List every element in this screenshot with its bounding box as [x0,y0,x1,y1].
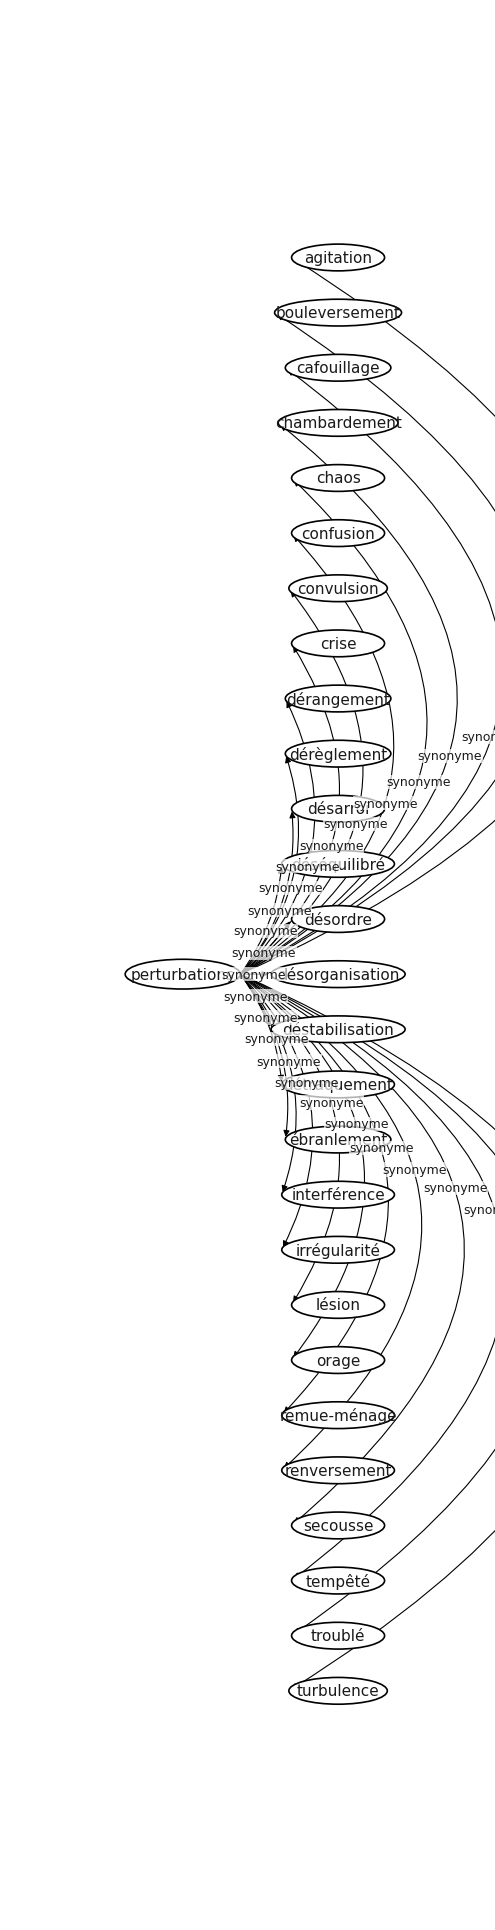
Text: turbulence: turbulence [297,1683,380,1698]
Ellipse shape [292,1291,385,1318]
Ellipse shape [271,1017,405,1042]
Text: crise: crise [320,637,356,652]
Ellipse shape [292,245,385,272]
Text: synonyme: synonyme [233,1011,297,1025]
Text: déstabilisation: déstabilisation [282,1023,394,1036]
Text: lésion: lésion [316,1297,360,1312]
Ellipse shape [125,959,240,990]
Text: synonyme: synonyme [274,1077,338,1090]
Text: synonyme: synonyme [461,731,495,743]
Text: synonyme: synonyme [275,861,340,872]
Ellipse shape [282,1457,395,1484]
Text: synonyme: synonyme [353,797,418,811]
Text: synonyme: synonyme [299,1096,364,1110]
Ellipse shape [292,795,385,822]
Text: synonyme: synonyme [324,1117,389,1131]
Text: déséquilibré: déséquilibré [291,857,385,872]
Text: synonyme: synonyme [417,751,482,762]
Ellipse shape [282,851,395,878]
Text: désordre: désordre [304,913,372,926]
Ellipse shape [282,1071,395,1098]
Ellipse shape [292,1513,385,1538]
Text: secousse: secousse [303,1519,373,1532]
Ellipse shape [285,685,391,712]
Ellipse shape [278,411,398,436]
Text: chambardement: chambardement [275,417,401,430]
Text: troublé: troublé [311,1629,365,1642]
Text: bouleversement: bouleversement [276,307,400,320]
Text: désarroi: désarroi [307,801,369,816]
Ellipse shape [292,465,385,492]
Text: synonyme: synonyme [299,840,364,853]
Text: confusion: confusion [301,527,375,540]
Ellipse shape [282,1401,395,1428]
Ellipse shape [292,1347,385,1374]
Text: dérangement: dérangement [286,691,390,706]
Text: orage: orage [316,1353,360,1368]
Text: détraquement: détraquement [283,1077,393,1092]
Text: tempêté: tempêté [305,1573,371,1588]
Ellipse shape [289,575,387,602]
Text: synonyme: synonyme [386,776,451,789]
Ellipse shape [285,741,391,768]
Ellipse shape [292,907,385,932]
Ellipse shape [292,631,385,658]
Text: synonyme: synonyme [256,1056,321,1067]
Ellipse shape [271,961,405,988]
Text: chaos: chaos [316,471,360,486]
Text: synonyme: synonyme [221,969,286,980]
Text: remue-ménage: remue-ménage [279,1407,397,1424]
Text: perturbations: perturbations [131,967,235,982]
Text: synonyme: synonyme [247,903,311,917]
Ellipse shape [275,299,401,326]
Ellipse shape [292,1623,385,1650]
Text: convulsion: convulsion [297,581,379,596]
Text: synonyme: synonyme [323,818,388,832]
Text: renversement: renversement [284,1463,392,1478]
Text: ébranlement: ébranlement [289,1133,387,1148]
Text: synonyme: synonyme [382,1164,446,1177]
Ellipse shape [285,355,391,382]
Text: dérèglement: dérèglement [289,747,387,762]
Text: synonyme: synonyme [233,924,297,938]
Ellipse shape [282,1181,395,1208]
Text: synonyme: synonyme [464,1202,495,1216]
Ellipse shape [285,1127,391,1154]
Ellipse shape [282,1237,395,1264]
Text: agitation: agitation [304,251,372,266]
Text: synonyme: synonyme [349,1143,414,1154]
Text: synonyme: synonyme [245,1033,309,1046]
Ellipse shape [292,521,385,548]
Text: irrégularité: irrégularité [296,1243,381,1258]
Ellipse shape [289,1677,387,1704]
Text: synonyme: synonyme [423,1181,488,1195]
Text: désorganisation: désorganisation [277,967,399,982]
Text: synonyme: synonyme [232,948,296,959]
Text: interférence: interférence [291,1187,385,1202]
Text: synonyme: synonyme [223,990,288,1004]
Text: cafouillage: cafouillage [297,361,380,376]
Ellipse shape [292,1567,385,1594]
Text: synonyme: synonyme [258,882,322,896]
